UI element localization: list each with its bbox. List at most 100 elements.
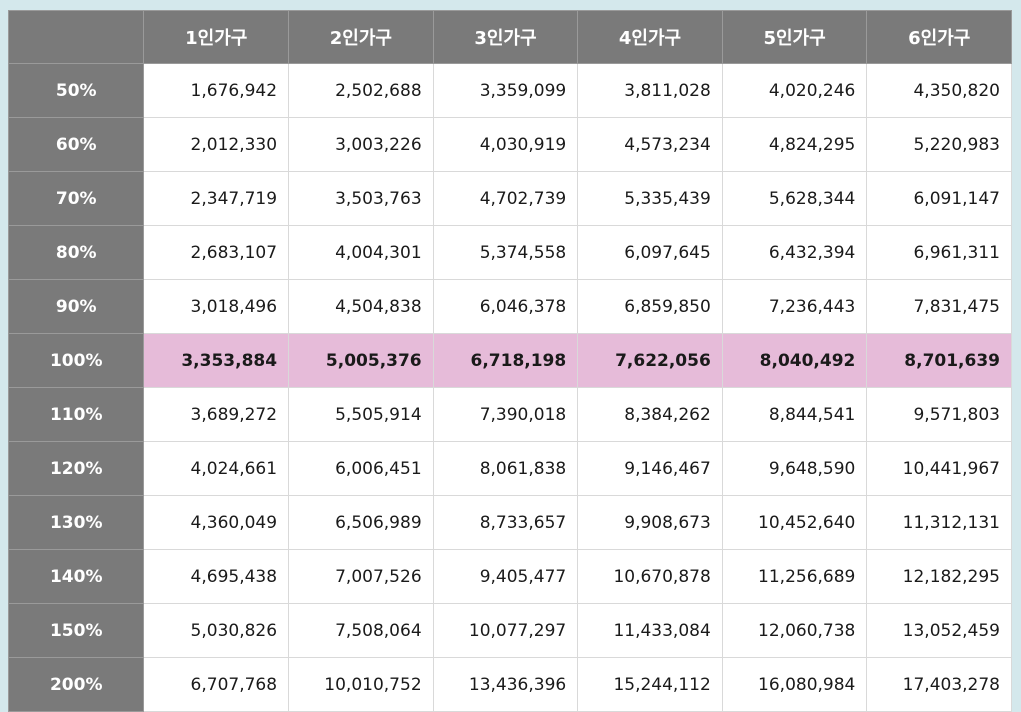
row-header: 200%: [7, 657, 145, 712]
row-header: 80%: [7, 225, 145, 280]
table-cell: 9,648,590: [721, 441, 868, 496]
table-cell: 5,220,983: [866, 117, 1012, 172]
table-cell: 5,374,558: [432, 225, 579, 280]
table-cell: 6,718,198: [432, 333, 579, 388]
table-cell: 3,689,272: [143, 387, 290, 442]
table-row: 120% 4,024,661 6,006,451 8,061,838 9,146…: [7, 441, 1012, 496]
table-cell: 10,010,752: [288, 657, 434, 712]
table-cell: 8,844,541: [721, 387, 868, 442]
table-row: 70% 2,347,719 3,503,763 4,702,739 5,335,…: [7, 171, 1012, 226]
income-table: 1인가구 2인가구 3인가구 4인가구 5인가구 6인가구 50% 1,676,…: [7, 10, 1012, 712]
table-cell: 6,432,394: [721, 225, 868, 280]
table-cell: 2,683,107: [143, 225, 290, 280]
row-header: 150%: [7, 603, 145, 658]
table-cell: 15,244,112: [577, 657, 723, 712]
row-header: 140%: [7, 549, 145, 604]
table-cell: 5,505,914: [288, 387, 434, 442]
table-cell: 11,256,689: [721, 549, 868, 604]
table-cell: 2,347,719: [143, 171, 290, 226]
table-row: 140% 4,695,438 7,007,526 9,405,477 10,67…: [7, 549, 1012, 604]
row-header: 120%: [7, 441, 145, 496]
table-cell: 9,571,803: [866, 387, 1012, 442]
table-cell: 3,811,028: [577, 63, 723, 118]
table-cell: 4,573,234: [577, 117, 723, 172]
table-cell: 6,091,147: [866, 171, 1012, 226]
table-cell: 11,433,084: [577, 603, 723, 658]
table-row-highlighted: 100% 3,353,884 5,005,376 6,718,198 7,622…: [7, 333, 1012, 388]
table-cell: 7,007,526: [288, 549, 434, 604]
table-cell: 4,504,838: [288, 279, 434, 334]
table-cell: 7,622,056: [577, 333, 723, 388]
table-cell: 6,006,451: [288, 441, 434, 496]
table-cell: 5,628,344: [721, 171, 868, 226]
row-header: 130%: [7, 495, 145, 550]
table-cell: 9,908,673: [577, 495, 723, 550]
table-cell: 3,018,496: [143, 279, 290, 334]
row-header: 100%: [7, 333, 145, 388]
table-cell: 8,701,639: [866, 333, 1012, 388]
column-header: 6인가구: [866, 10, 1012, 64]
table-cell: 5,005,376: [288, 333, 434, 388]
table-row: 110% 3,689,272 5,505,914 7,390,018 8,384…: [7, 387, 1012, 442]
table-cell: 3,003,226: [288, 117, 434, 172]
table-cell: 9,405,477: [432, 549, 579, 604]
table-cell: 4,824,295: [721, 117, 868, 172]
table-cell: 3,503,763: [288, 171, 434, 226]
table-cell: 8,061,838: [432, 441, 579, 496]
column-header: 5인가구: [721, 10, 868, 64]
table-header: 1인가구 2인가구 3인가구 4인가구 5인가구 6인가구: [7, 10, 1012, 64]
table-cell: 16,080,984: [721, 657, 868, 712]
table-cell: 8,040,492: [721, 333, 868, 388]
table-row: 90% 3,018,496 4,504,838 6,046,378 6,859,…: [7, 279, 1012, 334]
column-header: 1인가구: [143, 10, 290, 64]
table-row: 50% 1,676,942 2,502,688 3,359,099 3,811,…: [7, 63, 1012, 118]
table-cell: 8,384,262: [577, 387, 723, 442]
table-cell: 5,030,826: [143, 603, 290, 658]
table-cell: 1,676,942: [143, 63, 290, 118]
table-cell: 12,060,738: [721, 603, 868, 658]
table-row: 200% 6,707,768 10,010,752 13,436,396 15,…: [7, 657, 1012, 712]
table-cell: 4,702,739: [432, 171, 579, 226]
table-cell: 12,182,295: [866, 549, 1012, 604]
row-header: 50%: [7, 63, 145, 118]
table-cell: 6,097,645: [577, 225, 723, 280]
row-header: 110%: [7, 387, 145, 442]
table-cell: 13,052,459: [866, 603, 1012, 658]
table-row: 150% 5,030,826 7,508,064 10,077,297 11,4…: [7, 603, 1012, 658]
table-cell: 6,506,989: [288, 495, 434, 550]
table-cell: 4,360,049: [143, 495, 290, 550]
table-row: 60% 2,012,330 3,003,226 4,030,919 4,573,…: [7, 117, 1012, 172]
table-cell: 2,502,688: [288, 63, 434, 118]
table-cell: 4,004,301: [288, 225, 434, 280]
table-cell: 11,312,131: [866, 495, 1012, 550]
table-cell: 4,024,661: [143, 441, 290, 496]
table-cell: 10,077,297: [432, 603, 579, 658]
table-cell: 8,733,657: [432, 495, 579, 550]
table-cell: 13,436,396: [432, 657, 579, 712]
table-cell: 9,146,467: [577, 441, 723, 496]
table-cell: 4,695,438: [143, 549, 290, 604]
table-cell: 3,359,099: [432, 63, 579, 118]
row-header: 60%: [7, 117, 145, 172]
column-header: 4인가구: [577, 10, 723, 64]
row-header: 90%: [7, 279, 145, 334]
table-cell: 7,831,475: [866, 279, 1012, 334]
table-cell: 4,020,246: [721, 63, 868, 118]
table-cell: 10,452,640: [721, 495, 868, 550]
header-row: 1인가구 2인가구 3인가구 4인가구 5인가구 6인가구: [7, 10, 1012, 64]
table-cell: 10,441,967: [866, 441, 1012, 496]
table-cell: 6,046,378: [432, 279, 579, 334]
column-header: 2인가구: [288, 10, 434, 64]
table-cell: 4,350,820: [866, 63, 1012, 118]
column-header: 3인가구: [432, 10, 579, 64]
table-cell: 7,508,064: [288, 603, 434, 658]
table-cell: 3,353,884: [143, 333, 290, 388]
table-body: 50% 1,676,942 2,502,688 3,359,099 3,811,…: [7, 63, 1012, 712]
table-cell: 6,961,311: [866, 225, 1012, 280]
row-header: 70%: [7, 171, 145, 226]
table-cell: 5,335,439: [577, 171, 723, 226]
table-row: 80% 2,683,107 4,004,301 5,374,558 6,097,…: [7, 225, 1012, 280]
table-cell: 6,859,850: [577, 279, 723, 334]
table-cell: 7,390,018: [432, 387, 579, 442]
table-cell: 4,030,919: [432, 117, 579, 172]
